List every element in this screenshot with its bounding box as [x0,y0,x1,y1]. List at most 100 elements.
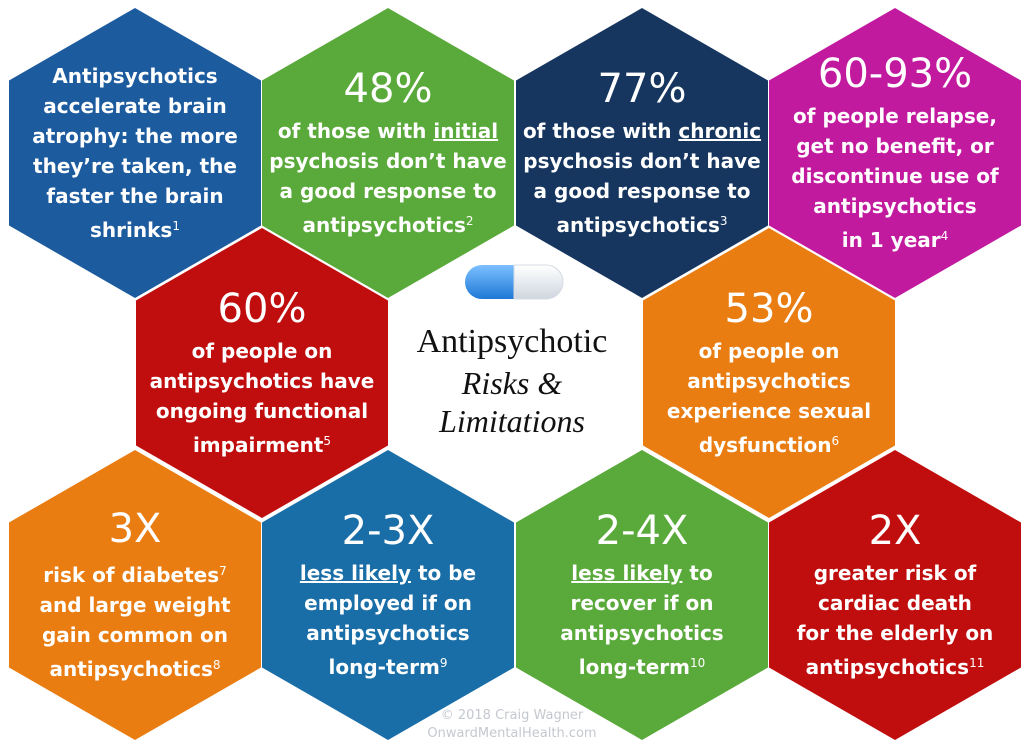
text-line: dysfunction6 [699,426,839,460]
text-line: of people relapse, [793,101,997,131]
text-line: Antipsychotics [52,61,217,91]
text-line: of people on [699,336,840,366]
text-line: accelerate brain [43,91,226,121]
text: antipsychotics [49,657,213,681]
headline: 77% [597,66,687,112]
text: antipsychotics [687,369,851,393]
headline: 53% [724,286,814,332]
footnote-ref: 6 [831,434,840,448]
text-line: for the elderly on [797,618,994,648]
text: discontinue use of [791,164,999,188]
text-line: impairment5 [193,426,331,460]
text: employed if on [304,591,472,615]
text-line: psychosis don’t have [269,146,506,176]
text: psychosis don’t have [523,149,761,173]
footnote-ref: 1 [172,219,180,233]
text: psychosis don’t have [269,149,507,173]
text: gain common on [41,623,229,647]
pill-icon [465,264,564,300]
text-line: a good response to [280,176,497,206]
footnote-ref: 11 [969,656,985,670]
text: to be [411,561,477,585]
text-line: in 1 year4 [842,221,949,255]
footnote-ref: 10 [690,656,706,670]
text: to [682,561,713,585]
copyright: © 2018 Craig Wagner [440,708,584,723]
text: a good response to [279,179,497,203]
headline: 2-3X [341,508,435,554]
text: chronic [678,119,762,143]
text-line: less likely to be [300,558,476,588]
text-line: antipsychotics [306,618,469,648]
center-title: Antipsychotic Risks & Limitations [384,320,640,440]
text-line: antipsychotics2 [302,206,473,240]
text: they’re taken, the [33,154,237,178]
footnote-ref: 3 [719,214,728,228]
text-line: antipsychotics [560,618,723,648]
headline: 2X [868,508,922,554]
text-line: risk of diabetes7 [43,556,227,590]
headline: 60% [217,286,307,332]
text-line: discontinue use of [791,161,998,191]
text: Antipsychotics [52,64,218,88]
text-line: shrinks1 [90,211,180,245]
text: experience sexual [666,399,872,423]
headline: 3X [108,506,162,552]
text: dysfunction [698,433,832,457]
text: long-term [328,655,440,679]
text-line: faster the brain [46,181,223,211]
text: shrinks [90,218,173,242]
text: less likely [571,561,683,585]
text-line: cardiac death [818,588,972,618]
text: of those with [522,119,679,143]
text-line: ongoing functional [156,396,368,426]
text: of people on [698,339,840,363]
hexagon: 53% of people on antipsychotics experience … [643,228,895,518]
hexagon: 60% of people on antipsychotics have ongoin… [136,228,388,518]
text-line: antipsychotics [687,366,850,396]
text-line: of people on [192,336,333,366]
text-line: employed if on [304,588,472,618]
text-line: long-term10 [579,648,706,682]
text: antipsychotics [302,213,466,237]
text-line: they’re taken, the [33,151,237,181]
text: faster the brain [46,184,224,208]
text: antipsychotics [560,621,724,645]
text: impairment [192,433,324,457]
text-line: greater risk of [814,558,977,588]
text: of people relapse, [793,104,997,128]
text-line: a good response to [534,176,751,206]
text: accelerate brain [43,94,227,118]
text: antipsychotics [805,655,970,679]
footnote-ref: 2 [465,214,474,228]
text: and large weight [39,593,231,617]
text-line: antipsychotics [813,191,976,221]
subtitle: Risks & [461,365,563,401]
text-line: antipsychotics8 [49,650,220,684]
text-line: psychosis don’t have [523,146,760,176]
text-line: gain common on [42,620,228,650]
text: atrophy: the more [32,124,238,148]
text: less likely [299,561,411,585]
footnote-ref: 7 [219,564,227,578]
text-line: experience sexual [667,396,871,426]
text-line: atrophy: the more [32,121,238,151]
headline: 2-4X [595,508,689,554]
text: recover if on [570,591,714,615]
text: get no benefit, or [796,134,994,158]
text-line: less likely to [571,558,712,588]
text-line: get no benefit, or [796,131,994,161]
text: initial [433,119,499,143]
text: of those with [277,119,434,143]
headline: 48% [343,66,433,112]
text-line: antipsychotics3 [556,206,727,240]
text-line: antipsychotics11 [806,648,985,682]
text: cardiac death [818,591,972,615]
website: OnwardMentalHealth.com [427,726,597,741]
footnote-ref: 9 [439,656,448,670]
text: long-term [578,655,690,679]
text-line: long-term9 [329,648,448,682]
footnote-ref: 8 [212,658,221,672]
text-line: of those with chronic [523,116,761,146]
